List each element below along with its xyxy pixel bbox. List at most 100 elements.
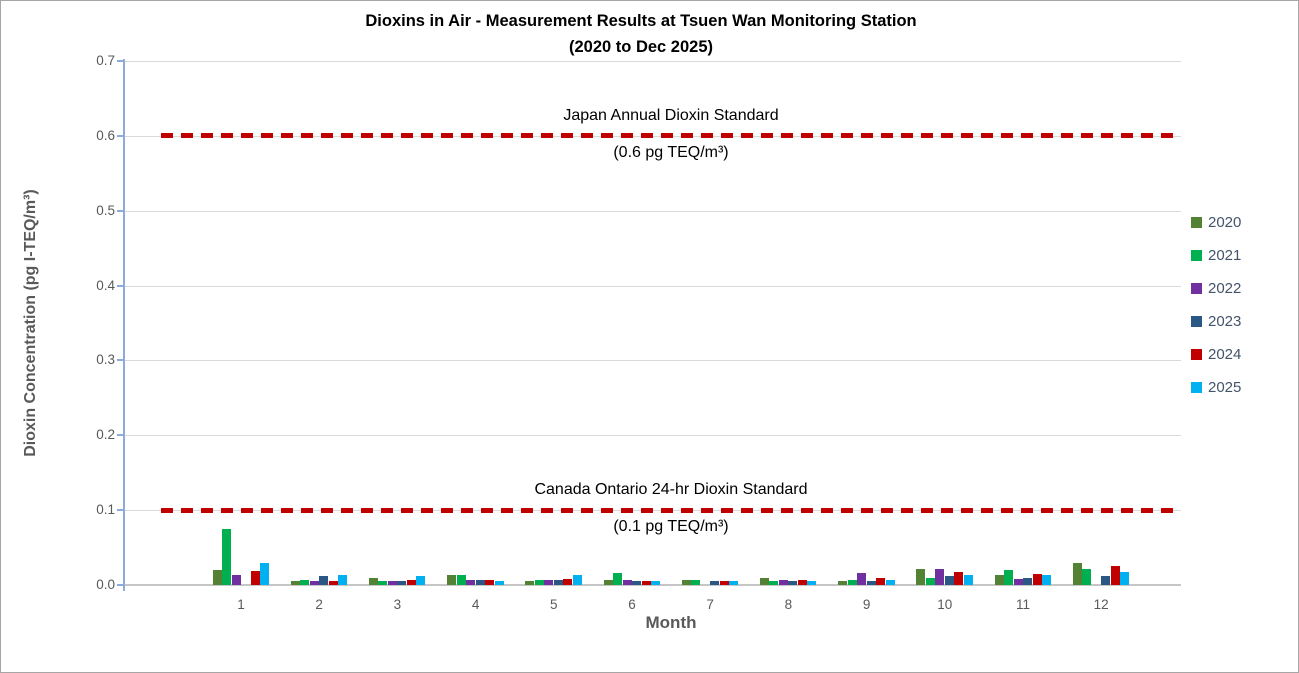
bar-2020-month-11: [994, 574, 1004, 585]
x-tick-label-month-12: 12: [1093, 597, 1109, 612]
legend-label-2024: 2024: [1208, 345, 1242, 363]
bar-2024-month-6: [641, 580, 651, 585]
x-tick-label-month-11: 11: [1015, 597, 1030, 612]
bar-2020-month-10: [916, 568, 926, 585]
bar-2024-month-10: [954, 571, 964, 585]
bar-2021-month-4: [456, 575, 466, 585]
bar-2021-month-11: [1004, 570, 1013, 585]
bar-2020-month-9: [838, 580, 848, 585]
bar-2020-month-2: [290, 580, 300, 585]
bar-2025-month-3: [416, 576, 426, 585]
bar-2023-month-5: [553, 579, 563, 585]
bar-2021-month-3: [378, 580, 388, 585]
legend-item-2020: 2020: [1191, 213, 1241, 231]
y-axis-tick: [117, 60, 123, 62]
y-tick-label: 0.4: [96, 277, 115, 293]
y-tick-label: 0.1: [96, 502, 115, 518]
bar-2023-month-9: [866, 581, 876, 585]
y-axis-tick: [117, 584, 123, 586]
bar-2025-month-6: [651, 580, 660, 585]
y-axis-line: [123, 59, 125, 591]
bar-2025-month-8: [807, 581, 817, 585]
y-tick-label: 0.0: [96, 577, 115, 592]
y-axis-tick: [117, 359, 123, 362]
legend-item-2023: 2023: [1191, 312, 1241, 330]
legend-item-2022: 2022: [1191, 279, 1241, 297]
bar-2023-month-6: [632, 580, 641, 585]
y-axis-tick: [117, 209, 123, 212]
bar-2024-month-8: [797, 579, 807, 585]
bar-2022-month-2: [309, 581, 319, 585]
reference-label-above-0.6: Japan Annual Dioxin Standard: [563, 106, 779, 124]
reference-label-below-0.6: (0.6 pg TEQ/m³): [613, 143, 729, 161]
bar-2025-month-11: [1042, 575, 1051, 585]
bar-2025-month-2: [338, 574, 348, 585]
x-tick-label-month-9: 9: [862, 597, 871, 612]
bar-2020-month-6: [603, 579, 613, 585]
bar-2021-month-2: [300, 579, 310, 585]
y-axis-tick: [117, 284, 123, 287]
bar-2025-month-7: [729, 580, 739, 585]
bar-2022-month-4: [466, 579, 476, 585]
y-tick-label: 0.6: [96, 127, 115, 143]
bar-2023-month-4: [475, 579, 485, 585]
gridline-0.7: [123, 61, 1181, 62]
reference-line-0.6: [161, 133, 1181, 139]
x-axis-title: Month: [645, 613, 697, 632]
bar-2020-month-12: [1072, 562, 1082, 585]
bar-2025-month-4: [494, 581, 504, 585]
y-tick-label: 0.3: [96, 352, 115, 368]
x-axis-line: [123, 584, 1181, 586]
bar-2023-month-8: [788, 581, 798, 585]
bar-2021-month-8: [769, 580, 779, 585]
bar-2020-month-5: [525, 580, 535, 585]
y-axis-tick: [117, 134, 123, 137]
chart-title-line2: (2020 to Dec 2025): [569, 38, 713, 56]
bar-2020-month-7: [681, 579, 691, 585]
bar-2021-month-1: [222, 528, 231, 585]
bar-2024-month-12: [1110, 566, 1120, 585]
y-axis-tick: [117, 509, 123, 512]
reference-line-0.1: [161, 507, 1181, 513]
x-tick-label-month-8: 8: [784, 597, 793, 612]
bar-2022-month-11: [1013, 579, 1023, 585]
legend-swatch-2025: [1191, 381, 1202, 393]
bar-2024-month-7: [719, 580, 729, 585]
bar-2024-month-2: [328, 580, 338, 585]
bar-2024-month-11: [1032, 573, 1042, 585]
bar-2021-month-12: [1082, 569, 1092, 585]
bar-2021-month-6: [613, 573, 622, 585]
bar-2020-month-1: [212, 570, 222, 585]
bar-2023-month-12: [1101, 576, 1111, 585]
y-tick-label: 0.5: [96, 202, 115, 218]
legend-swatch-2022: [1191, 282, 1202, 294]
gridline-0.3: [123, 360, 1181, 362]
legend-swatch-2021: [1191, 249, 1202, 261]
legend-item-2021: 2021: [1191, 246, 1241, 264]
bar-2025-month-12: [1120, 572, 1130, 585]
y-axis-title: Dioxin Concentration (pg I-TEQ/m³): [22, 189, 39, 457]
x-tick-label-month-6: 6: [628, 597, 636, 612]
gridline-0.2: [123, 435, 1181, 437]
bar-2023-month-11: [1023, 577, 1032, 585]
y-axis-tick: [117, 434, 123, 437]
bar-2024-month-1: [250, 570, 260, 585]
reference-label-below-0.1: (0.1 pg TEQ/m³): [613, 518, 729, 536]
chart-title-line1: Dioxins in Air - Measurement Results at …: [365, 12, 917, 30]
bar-2022-month-8: [778, 579, 788, 585]
x-tick-label-month-3: 3: [393, 597, 402, 612]
bar-2022-month-1: [231, 575, 241, 585]
x-tick-label-month-1: 1: [237, 597, 245, 612]
bar-2022-month-5: [544, 579, 554, 585]
bar-2022-month-10: [935, 569, 945, 585]
bar-2020-month-4: [447, 575, 457, 585]
gridline-0.4: [123, 285, 1181, 287]
legend-label-2020: 2020: [1208, 213, 1242, 231]
bar-2020-month-3: [368, 577, 378, 585]
x-tick-label-month-10: 10: [937, 597, 953, 612]
bar-2023-month-2: [319, 576, 329, 585]
legend-label-2025: 2025: [1208, 378, 1242, 396]
bar-2024-month-4: [485, 579, 495, 585]
legend-swatch-2024: [1191, 348, 1202, 360]
legend-label-2022: 2022: [1208, 279, 1242, 297]
